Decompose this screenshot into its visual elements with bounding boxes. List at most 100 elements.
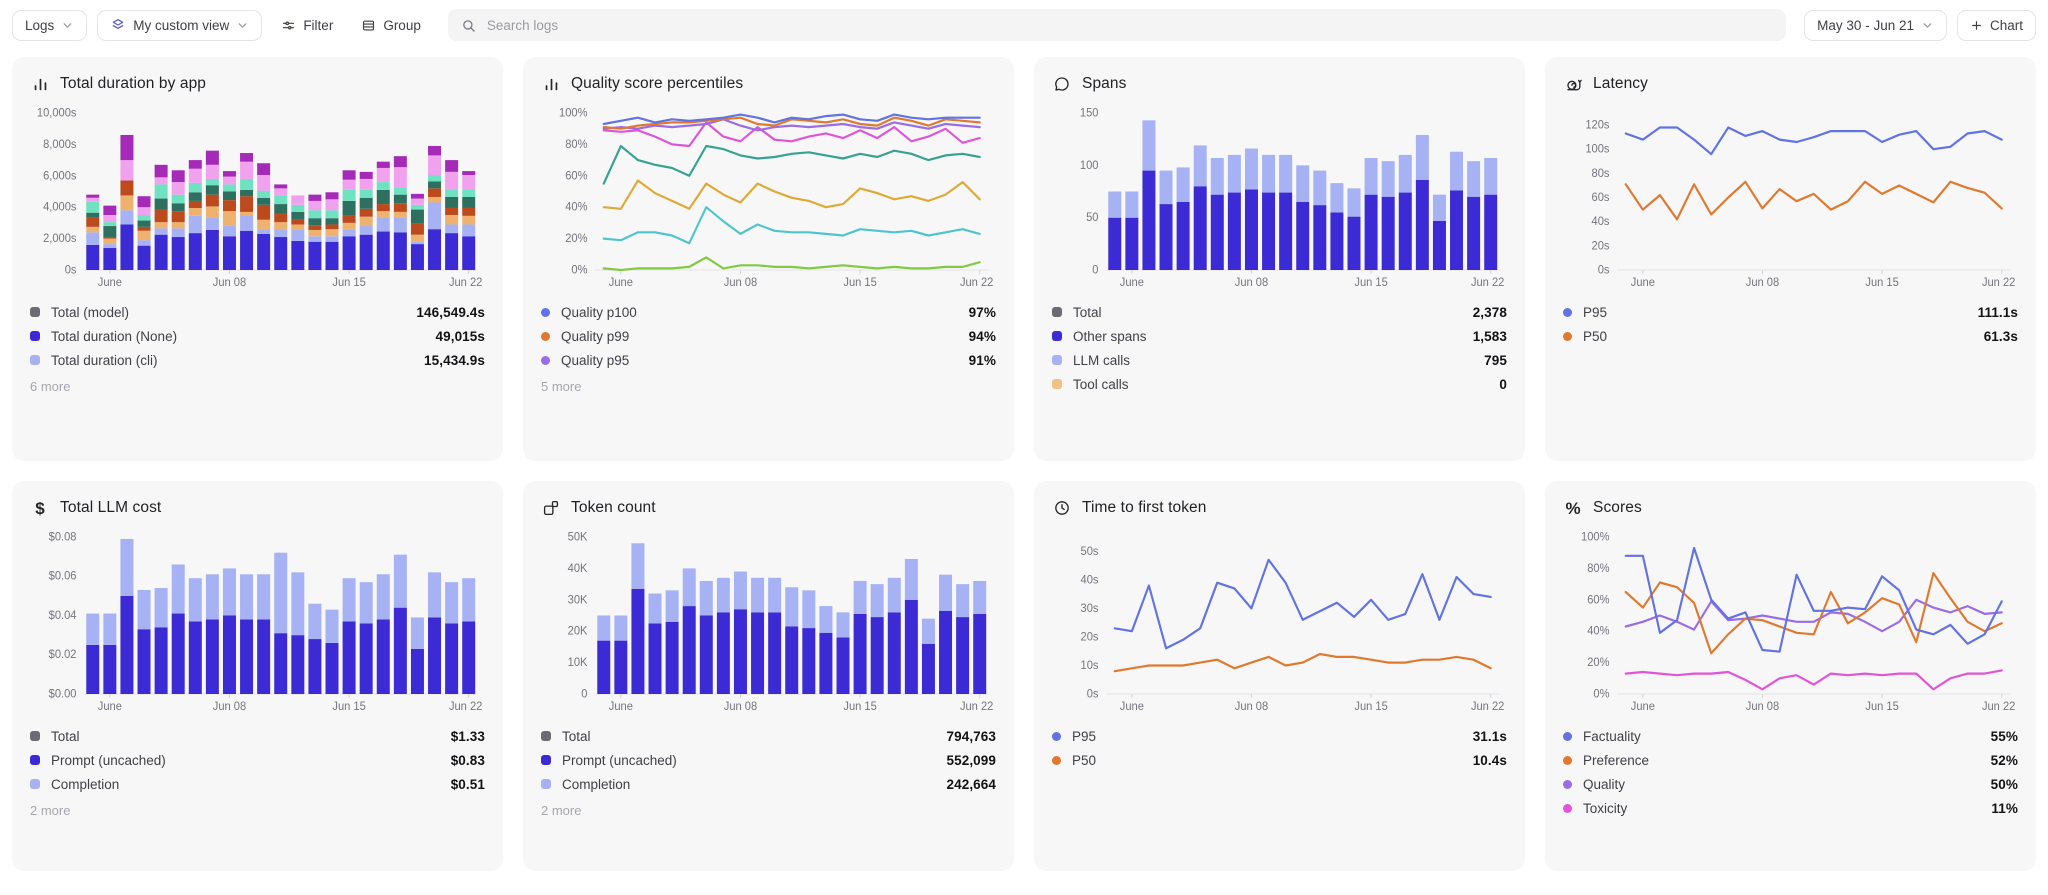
svg-text:40%: 40%	[1587, 626, 1609, 638]
svg-text:0: 0	[581, 688, 587, 700]
svg-text:0%: 0%	[1593, 688, 1609, 700]
chart-card[interactable]: Token count 0 10K 20K 30K 40K 50K June Jun 08 Jun…	[523, 481, 1014, 871]
chart-card[interactable]: % Scores 0% 20% 40% 60% 80% 100% June Jun 08 Jun 1…	[1545, 481, 2036, 871]
svg-text:6,000s: 6,000s	[43, 170, 77, 182]
legend: Factuality 55% Preference 52% Quality 50% Toxi…	[1563, 724, 2018, 820]
legend: P95 111.1s P50 61.3s	[1563, 300, 2018, 348]
legend-item: Quality p95 91%	[541, 348, 996, 372]
date-range-button[interactable]: May 30 - Jun 21	[1804, 9, 1947, 41]
line-chart: 0% 20% 40% 60% 80% 100% June Jun 08 Jun 15 Jun 22	[1581, 531, 2015, 713]
clock-icon	[1052, 498, 1072, 518]
legend-item: P50 61.3s	[1563, 324, 2018, 348]
legend-item: Total $1.33	[30, 724, 485, 748]
legend-square-swatch	[30, 355, 40, 365]
toolbar: Logs My custom view Filter Group May 30 …	[0, 0, 2048, 47]
legend-item: Total duration (cli) 15,434.9s	[30, 348, 485, 372]
legend-dot-swatch	[541, 355, 550, 365]
svg-text:Jun 08: Jun 08	[724, 277, 757, 289]
legend-more-link[interactable]: 5 more	[541, 379, 582, 394]
legend-value: 552,099	[946, 752, 996, 768]
legend-label: P95	[1583, 304, 1608, 320]
card-header: Latency	[1563, 74, 2018, 94]
svg-text:10K: 10K	[568, 657, 588, 669]
svg-text:$0.04: $0.04	[49, 610, 77, 622]
legend-value: 2,378	[1472, 304, 1507, 320]
chart-card[interactable]: Latency 0s 20s 40s 60s 80s 100s 120s June Jun 08 J…	[1545, 57, 2036, 461]
legend-dot-swatch	[1563, 731, 1572, 741]
legend-label: P50	[1583, 328, 1608, 344]
svg-text:Jun 15: Jun 15	[843, 701, 876, 713]
logs-button[interactable]: Logs	[12, 9, 88, 41]
legend-label: Total (model)	[51, 304, 130, 320]
legend-value: 49,015s	[435, 328, 485, 344]
legend-value: 31.1s	[1472, 728, 1507, 744]
legend-label: Quality p95	[561, 352, 630, 368]
legend-square-swatch	[1052, 355, 1062, 365]
search-icon	[463, 19, 475, 32]
legend: Total (model) 146,549.4s Total duration (N…	[30, 300, 485, 372]
legend-label: Total	[562, 728, 591, 744]
filter-button[interactable]: Filter	[272, 9, 343, 41]
stacked-bar-chart: 0 10K 20K 30K 40K 50K June Jun 08 Jun 15 Jun 22	[568, 531, 994, 713]
card-header: Quality score percentiles	[541, 74, 996, 94]
group-button[interactable]: Group	[352, 9, 430, 41]
custom-view-button[interactable]: My custom view	[97, 9, 263, 41]
stacked-bar-chart: $0.00 $0.02 $0.04 $0.06 $0.08 June Jun 08 Jun 1…	[49, 531, 483, 713]
legend-more-link[interactable]: 2 more	[541, 803, 582, 818]
legend-label: P50	[1072, 752, 1097, 768]
card-header: Spans	[1052, 74, 1507, 94]
legend-square-swatch	[1052, 307, 1062, 317]
svg-text:20%: 20%	[565, 233, 587, 245]
svg-text:40s: 40s	[1081, 574, 1099, 586]
svg-text:June: June	[609, 701, 633, 713]
chart-card[interactable]: Time to first token 0s 10s 20s 30s 40s 50s June…	[1034, 481, 1525, 871]
svg-text:20s: 20s	[1592, 240, 1610, 252]
legend-item: Preference 52%	[1563, 748, 2018, 772]
legend: Total 794,763 Prompt (uncached) 552,099 Comp…	[541, 724, 996, 796]
legend-value: 52%	[1990, 752, 2018, 768]
chart-card[interactable]: $ Total LLM cost $0.00 $0.02 $0.04 $0.06 $0.08…	[12, 481, 503, 871]
filter-button-label: Filter	[303, 17, 334, 33]
svg-text:June: June	[1631, 701, 1655, 713]
svg-text:0: 0	[1092, 264, 1098, 276]
svg-text:$0.02: $0.02	[49, 649, 77, 661]
legend: Total $1.33 Prompt (uncached) $0.83 Completi…	[30, 724, 485, 796]
card-header: Total duration by app	[30, 74, 485, 94]
legend-square-swatch	[30, 731, 40, 741]
svg-text:40K: 40K	[568, 563, 588, 575]
chart-card[interactable]: Quality score percentiles 0% 20% 40% 60% 80% 1…	[523, 57, 1014, 461]
legend-item: Prompt (uncached) $0.83	[30, 748, 485, 772]
svg-text:June: June	[609, 277, 633, 289]
svg-text:Jun 15: Jun 15	[1865, 277, 1898, 289]
legend-item: P95 111.1s	[1563, 300, 2018, 324]
dollar-icon: $	[35, 498, 45, 518]
legend-item: LLM calls 795	[1052, 348, 1507, 372]
svg-text:Jun 08: Jun 08	[1746, 277, 1779, 289]
chart-card[interactable]: Total duration by app 0s 2,000s 4,000s 6,000…	[12, 57, 503, 461]
legend-square-swatch	[541, 779, 551, 789]
snail-icon	[1563, 74, 1583, 94]
line-chart: 0s 20s 40s 60s 80s 100s 120s June Jun 08 Jun 15 Ju…	[1585, 119, 2015, 289]
card-title: Quality score percentiles	[571, 75, 744, 92]
legend-square-swatch	[1052, 379, 1062, 389]
legend-item: Quality p99 94%	[541, 324, 996, 348]
svg-text:100s: 100s	[1585, 144, 1609, 156]
legend-square-swatch	[541, 731, 551, 741]
layers-icon	[112, 19, 124, 29]
chevron-down-icon	[63, 22, 72, 28]
add-chart-button[interactable]: Chart	[1956, 9, 2036, 41]
legend-label: Total duration (None)	[51, 328, 178, 344]
chart-card[interactable]: Spans 0 50 100 150 June Jun 08 Jun 15 Jun 22 Tota…	[1034, 57, 1525, 461]
legend-more-link[interactable]: 6 more	[30, 379, 71, 394]
search-box[interactable]	[447, 9, 1787, 41]
legend: P95 31.1s P50 10.4s	[1052, 724, 1507, 772]
card-header: $ Total LLM cost	[30, 498, 485, 518]
legend-item: Quality 50%	[1563, 772, 2018, 796]
legend-more-link[interactable]: 2 more	[30, 803, 71, 818]
svg-text:80s: 80s	[1592, 168, 1610, 180]
card-title: Time to first token	[1082, 499, 1207, 516]
svg-text:Jun 22: Jun 22	[960, 701, 993, 713]
legend-value: 15,434.9s	[424, 352, 485, 368]
search-input[interactable]	[484, 16, 1774, 34]
legend-value: 795	[1484, 352, 1507, 368]
